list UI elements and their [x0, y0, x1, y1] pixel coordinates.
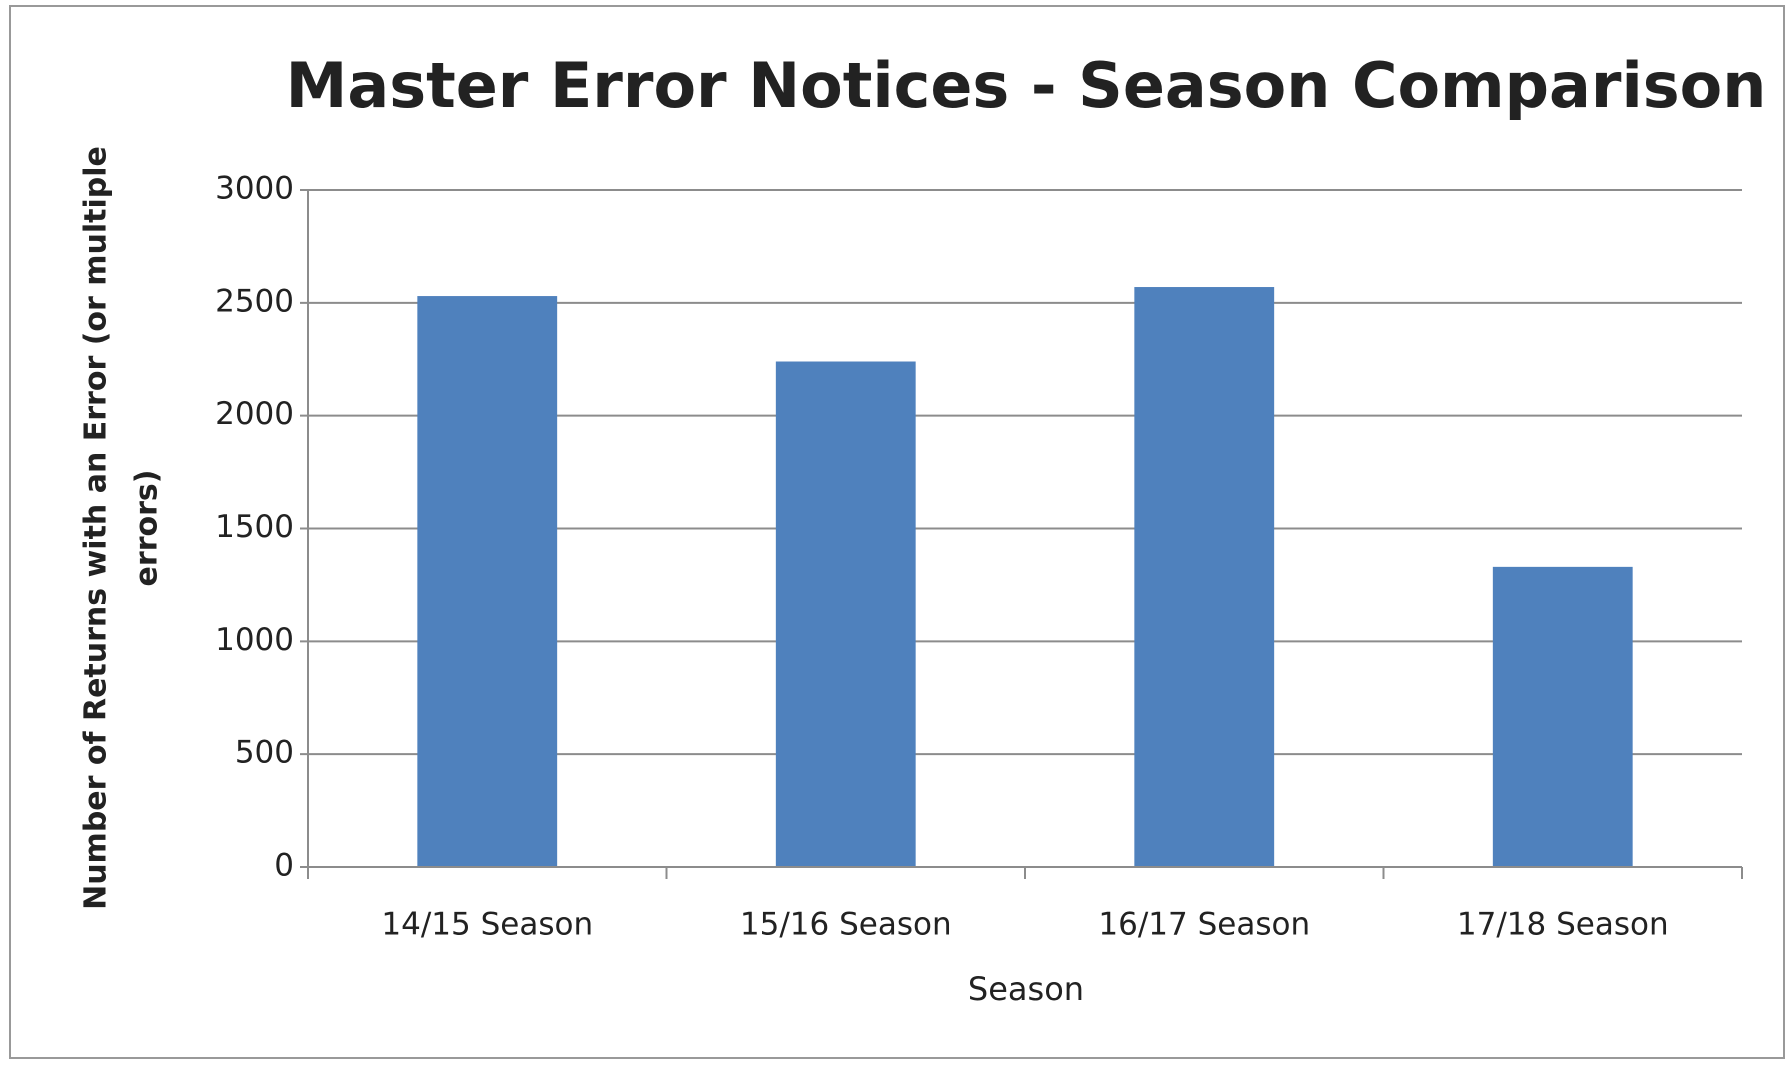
bar [775, 361, 916, 867]
y-tick-label: 3000 [215, 171, 294, 207]
chart-title: Master Error Notices - Season Comparison [286, 49, 1767, 122]
y-axis-title: Number of Returns with an Error (or mult… [79, 146, 114, 910]
x-tick-label: 16/17 Season [1098, 907, 1310, 943]
x-tick-label: 17/18 Season [1457, 907, 1669, 943]
y-tick-label: 1000 [215, 622, 294, 658]
y-tick-label: 0 [274, 848, 294, 884]
y-tick-label: 2000 [215, 396, 294, 432]
y-tick-label: 1500 [215, 509, 294, 545]
x-axis-title: Season [968, 970, 1084, 1008]
bar [1492, 566, 1633, 867]
y-tick-label: 2500 [215, 283, 294, 319]
x-tick-label: 14/15 Season [381, 907, 593, 943]
x-tick-label: 15/16 Season [740, 907, 952, 943]
bar [1134, 287, 1275, 868]
bar [417, 296, 558, 867]
y-tick-label: 500 [235, 735, 294, 771]
y-axis-title: errors) [130, 470, 165, 587]
